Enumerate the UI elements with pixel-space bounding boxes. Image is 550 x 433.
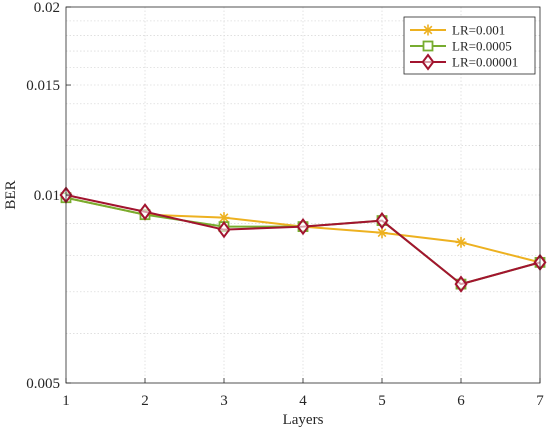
legend-label: LR=0.00001 xyxy=(452,55,518,70)
data-point xyxy=(296,217,310,236)
data-point xyxy=(217,221,231,239)
x-tick-label: 4 xyxy=(299,393,307,409)
axis-ticks: 1 2 3 4 5 6 7 0.005 0.01 0.015 0.02 xyxy=(26,0,544,409)
x-axis-label: Layers xyxy=(283,412,324,428)
y-tick-label: 0.015 xyxy=(26,78,60,94)
legend-marker xyxy=(422,40,434,52)
legend-marker xyxy=(421,53,435,71)
y-tick-label: 0.01 xyxy=(34,188,60,204)
x-tick-label: 3 xyxy=(220,393,228,409)
y-tick-label: 0.005 xyxy=(26,376,60,392)
legend-label: LR=0.0005 xyxy=(452,39,512,54)
data-point xyxy=(375,211,389,230)
data-point xyxy=(454,275,468,293)
data-point xyxy=(138,203,152,221)
legend-item: LR=0.0005 xyxy=(410,39,512,54)
legend-item: LR=0.00001 xyxy=(410,53,518,71)
x-tick-label: 5 xyxy=(378,393,386,409)
x-tick-label: 1 xyxy=(62,393,70,409)
data-point xyxy=(455,236,467,248)
x-tick-label: 6 xyxy=(457,393,465,409)
legend-marker xyxy=(422,24,434,36)
data-point xyxy=(218,212,230,224)
x-tick-label: 2 xyxy=(141,393,149,409)
y-axis-label: BER xyxy=(3,180,19,209)
legend-item: LR=0.001 xyxy=(410,23,505,38)
y-tick-label: 0.02 xyxy=(34,0,60,16)
legend-label: LR=0.001 xyxy=(452,23,505,38)
x-tick-label: 7 xyxy=(536,393,544,409)
